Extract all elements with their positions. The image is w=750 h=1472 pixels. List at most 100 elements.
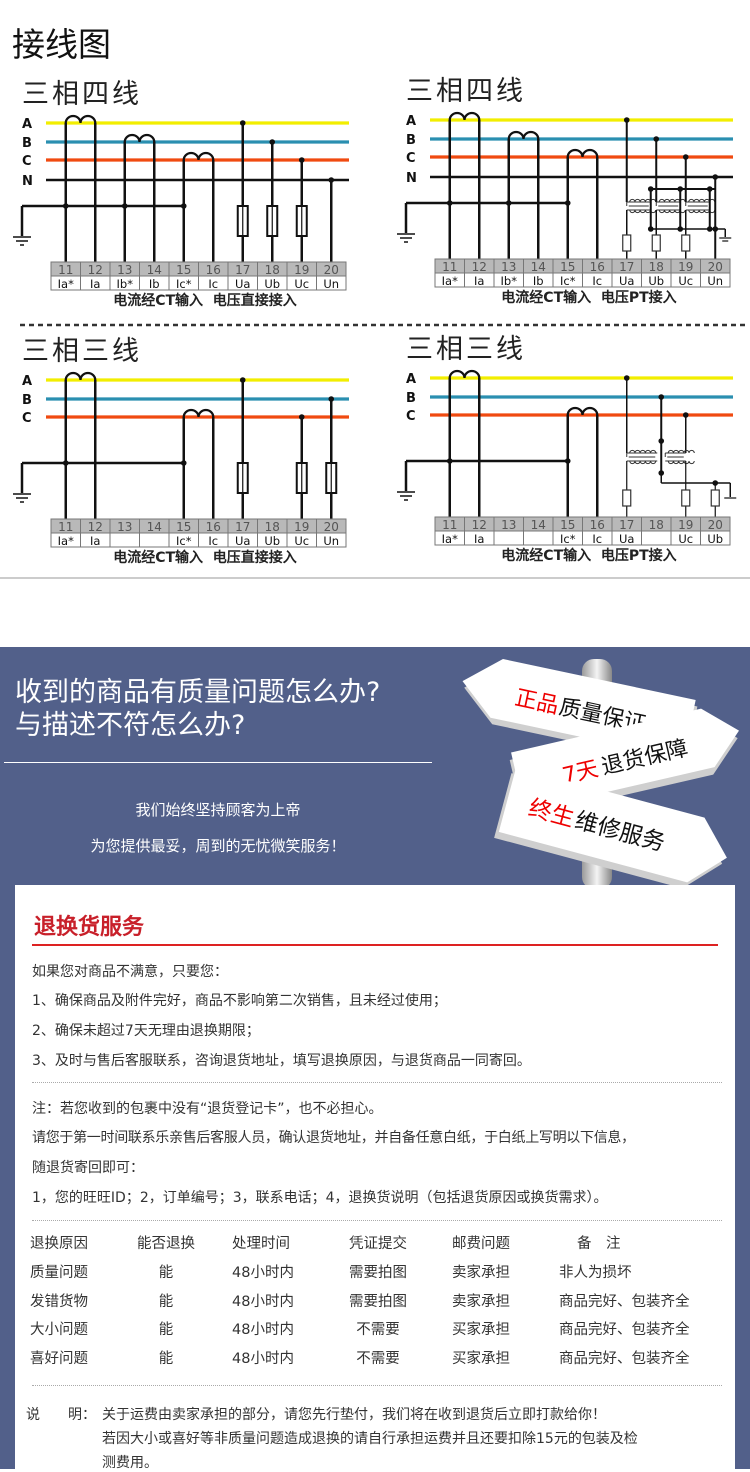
phase-label: N [406,171,417,186]
junction-dot [328,177,335,183]
terminal-number: 19 [678,518,693,532]
transformer-icon [685,201,710,206]
junction-dot [269,139,276,145]
note-line-4: 1，您的旺旺ID；2，订单编号；3，联系电话；4，退换货说明（包括退货原因或换货… [32,1190,608,1206]
diagram-caption: 电流经CT输入 电压PT接入 [501,289,676,306]
terminal-label: Uc [678,274,693,288]
current-transformer-icon [182,408,215,418]
phase-label: A [406,372,416,387]
table-header: 备 注 [577,1236,621,1252]
sign-3: 终生 维修服务 [494,767,727,887]
terminal-number: 15 [560,518,575,532]
diagram-caption: 电流经CT输入 电压直接接入 [113,292,297,309]
phase-label: B [406,391,416,406]
diagram-title: 三相四线 [22,79,142,110]
wiring-diagrams: 三相四线ABCN11Ia*12Ia13Ib*14Ib15Ic*16Ic17Ua1… [13,76,745,566]
junction-dot [239,377,246,383]
page-title: 接线图 [12,25,111,64]
terminal-label: Ic* [176,277,192,291]
terminal-number: 14 [531,518,546,532]
current-transformer-icon [566,406,599,416]
current-transformer-icon [566,148,599,158]
terminal-number: 14 [147,263,162,277]
table-cell: 不需要 [356,1351,400,1368]
terminal-number: 16 [590,518,605,532]
dotted-divider [32,1082,722,1083]
terminal-label: Ib [149,277,160,291]
table-cell: 大小问题 [30,1322,88,1339]
current-transformer-icon [448,369,481,379]
terminal-number: 19 [678,260,693,274]
terminal-label: Uc [678,532,693,546]
table-cell: 不需要 [356,1322,400,1339]
terminal-label: Un [707,274,723,288]
terminal-number: 18 [265,263,280,277]
terminal-number: 16 [206,520,221,534]
terminal-number: 19 [294,263,309,277]
terminal-label: Ub [707,532,723,546]
terminal-label: Ia* [58,534,74,548]
phase-label: A [22,117,32,132]
terminal-number: 17 [619,260,634,274]
terminal-number: 11 [58,520,73,534]
headline-line-1: 收到的商品有质量问题怎么办? [15,677,381,708]
condition-2: 2、确保未超过7天无理由退换期限； [32,1023,260,1039]
explain-line-1: 关于运费由卖家承担的部分，请您先行垫付，我们将在收到退货后立即打款给你！ [102,1407,606,1423]
table-cell: 卖家承担 [452,1293,510,1310]
diagram-title: 三相三线 [406,334,526,365]
note-line-3: 随退货寄回即可： [32,1160,144,1176]
fuse-icon [622,234,632,252]
table-cell: 需要拍图 [349,1265,407,1281]
terminal-number: 14 [147,520,162,534]
transformer-secondary [629,460,657,465]
table-cell: 商品完好、包装齐全 [559,1322,690,1339]
terminal-number: 16 [590,260,605,274]
terminal-label: Ia [90,534,100,548]
terminal-number: 13 [501,260,516,274]
table-cell: 48小时内 [232,1322,294,1339]
dotted-divider [32,1385,722,1386]
terminal-label: Ib* [501,274,518,288]
terminal-label: Un [323,277,339,291]
terminal-number: 20 [324,520,339,534]
explain-label: 说 明： [26,1407,96,1423]
diagram-caption: 电流经CT输入 电压直接接入 [113,549,297,566]
terminal-number: 20 [708,518,723,532]
note-line-1: 注：若您收到的包裹中没有“退货登记卡”，也不必担心。 [32,1101,383,1117]
tagline-2: 为您提供最妥，周到的无忧微笑服务！ [90,837,346,855]
fuse-icon [710,489,720,507]
fuse-icon [681,234,691,252]
terminal-label: Ua [235,277,250,291]
terminal-number: 17 [619,518,634,532]
fuse-icon [681,489,691,507]
terminal-number: 13 [501,518,516,532]
terminal-number: 18 [649,518,664,532]
table-header: 处理时间 [232,1236,290,1252]
transformer-primary [629,449,657,454]
terminal-label: Ua [619,532,634,546]
terminal-number: 12 [472,260,487,274]
phase-label: N [22,174,33,189]
table-cell: 非人为损坏 [559,1265,632,1281]
terminal-label: Ic [208,277,218,291]
phase-label: C [406,409,416,424]
current-transformer-icon [448,111,481,121]
junction-dot [712,226,719,232]
phase-label: A [22,374,32,389]
transformer-icon [664,452,686,457]
terminal-number: 12 [88,520,103,534]
terminal-label: Ia [90,277,100,291]
fuse-icon [651,234,661,252]
tagline-1: 我们始终坚持顾客为上帝 [135,801,301,819]
service-title: 退换货服务 [34,915,145,940]
dotted-divider [32,1220,722,1221]
transformer-icon [626,201,651,206]
phase-label: C [22,411,32,426]
terminal-label-cell [109,532,140,548]
terminal-label: Ib* [117,277,134,291]
terminal-number: 11 [442,260,457,274]
table-header: 退换原因 [30,1236,88,1252]
table-cell: 买家承担 [452,1351,510,1368]
terminal-label: Ic [592,274,602,288]
